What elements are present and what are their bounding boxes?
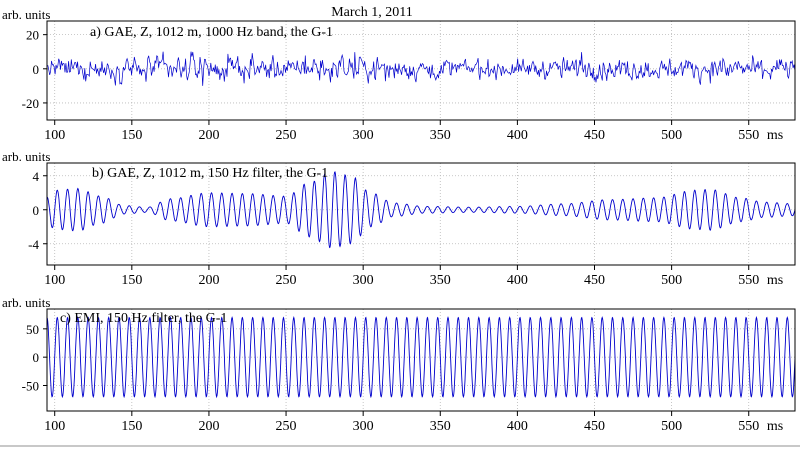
- x-tick-label: 250: [276, 128, 297, 143]
- x-tick-label: 450: [584, 419, 605, 434]
- x-tick-label: 450: [584, 273, 605, 288]
- y-axis-label: arb. units: [2, 149, 50, 164]
- chart-panel-2: 100 150 200 250 300 350 400 450 500 550 ms 4 0 -4 arb.…: [2, 149, 796, 288]
- y-tick-label: -20: [22, 96, 39, 111]
- x-tick-label: 500: [661, 128, 682, 143]
- x-tick-label: 200: [198, 419, 219, 434]
- x-tick-label: 100: [44, 419, 65, 434]
- y-axis: 50 0 -50 arb. units: [2, 295, 50, 394]
- x-axis: 100 150 200 250 300 350 400 450 500 550 ms: [44, 411, 783, 434]
- x-tick-label: 300: [353, 419, 374, 434]
- y-axis-label: arb. units: [2, 7, 50, 22]
- x-tick-label: 400: [507, 419, 528, 434]
- x-tick-label: 500: [661, 419, 682, 434]
- x-unit-label: ms: [767, 419, 783, 434]
- y-tick-label: -50: [22, 379, 39, 394]
- series-trace: [46, 316, 796, 399]
- x-tick-label: 350: [430, 128, 451, 143]
- x-axis: 100 150 200 250 300 350 400 450 500 550 ms: [44, 265, 783, 288]
- x-tick-label: 150: [121, 419, 142, 434]
- x-tick-label: 300: [353, 273, 374, 288]
- panel-title: b) GAE, Z, 1012 m, 150 Hz filter, the G-…: [92, 166, 328, 181]
- panel-title: a) GAE, Z, 1012 m, 1000 Hz band, the G-1: [90, 25, 333, 40]
- x-tick-label: 550: [738, 273, 759, 288]
- x-tick-label: 200: [198, 128, 219, 143]
- y-axis: 4 0 -4 arb. units: [2, 149, 50, 252]
- plot-area: [47, 163, 795, 265]
- plot-frame: [46, 20, 796, 121]
- x-tick-label: 100: [44, 273, 65, 288]
- y-axis-label: arb. units: [2, 295, 50, 310]
- x-tick-label: 400: [507, 128, 528, 143]
- panel-title: c) EMI, 150 Hz filter, the G-1: [60, 311, 227, 326]
- x-tick-label: 150: [121, 273, 142, 288]
- y-tick-label: 0: [33, 62, 40, 77]
- plot-frame: [46, 308, 796, 412]
- x-axis: 100 150 200 250 300 350 400 450 500 550 ms: [44, 120, 783, 143]
- y-tick-label: 4: [33, 169, 40, 184]
- x-tick-label: 300: [353, 128, 374, 143]
- y-tick-label: 20: [26, 28, 39, 43]
- x-tick-label: 350: [430, 273, 451, 288]
- chart-panel-3: 100 150 200 250 300 350 400 450 500 550 ms500-50ar…: [2, 295, 796, 434]
- x-tick-label: 450: [584, 128, 605, 143]
- x-tick-label: 100: [44, 128, 65, 143]
- y-tick-label: 0: [33, 203, 40, 218]
- x-unit-label: ms: [767, 273, 783, 288]
- x-tick-label: 400: [507, 273, 528, 288]
- y-axis: 20 0 -20 arb. units: [2, 7, 50, 111]
- plot-frame: [46, 162, 796, 266]
- series-trace: [46, 171, 796, 249]
- y-tick-label: 0: [33, 350, 40, 365]
- series-trace: [46, 51, 796, 86]
- x-tick-label: 250: [276, 273, 297, 288]
- x-tick-label: 250: [276, 419, 297, 434]
- x-unit-label: ms: [767, 128, 783, 143]
- y-tick-label: 50: [26, 322, 39, 337]
- grid-lines: [47, 163, 795, 265]
- x-tick-label: 350: [430, 419, 451, 434]
- x-tick-label: 500: [661, 273, 682, 288]
- x-tick-label: 550: [738, 128, 759, 143]
- x-tick-label: 150: [121, 128, 142, 143]
- chart-panel-1: 100 150 200 250 300 350 400 450 500 550 ms200-20ar…: [2, 7, 796, 143]
- x-tick-label: 550: [738, 419, 759, 434]
- y-tick-label: -4: [28, 237, 39, 252]
- chart-panels: 100 150 200 250 300 350 400 450 500 550 ms200-20ar…: [2, 7, 796, 434]
- figure-title: March 1, 2011: [331, 5, 413, 20]
- x-tick-label: 200: [198, 273, 219, 288]
